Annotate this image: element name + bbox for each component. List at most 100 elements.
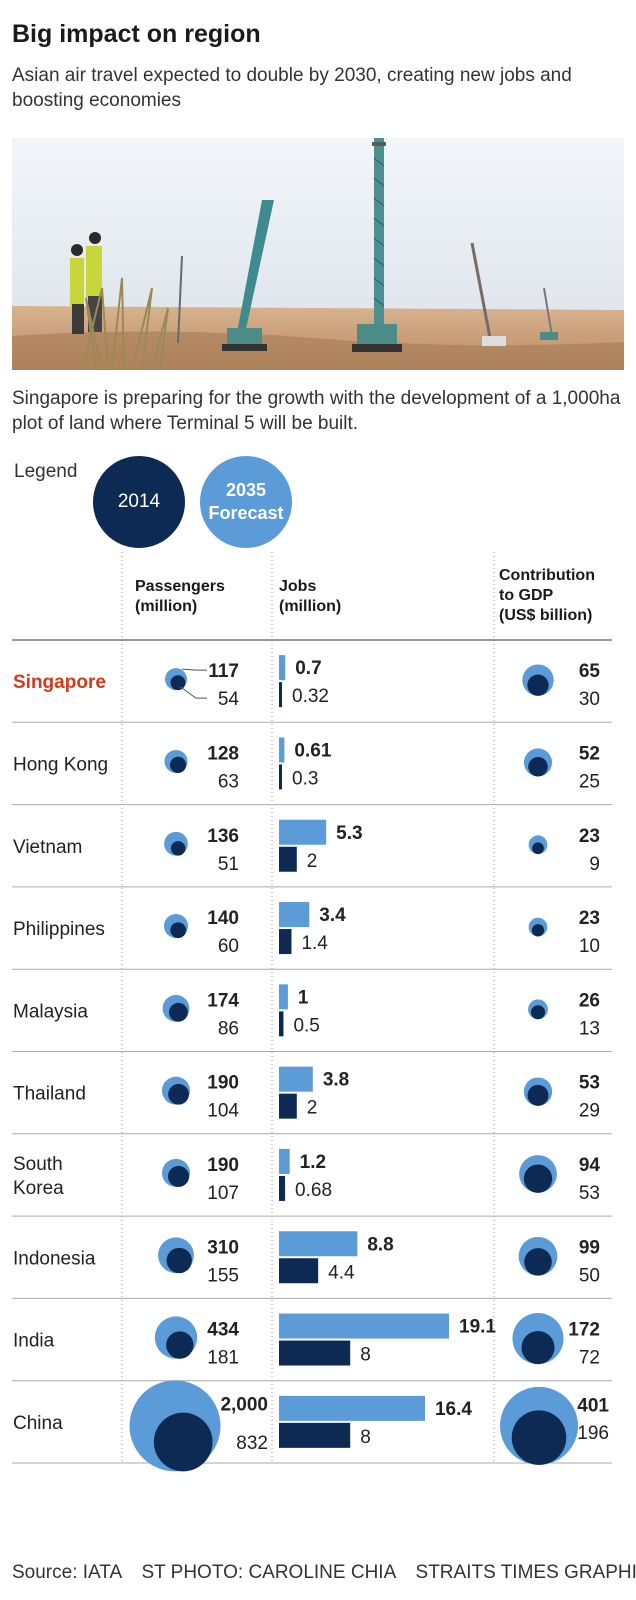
passengers-2014-value: 54 [218,689,240,710]
jobs-header-line-2: (million) [279,598,342,615]
jobs-2014-value: 8 [360,1345,371,1366]
jobs-2014-value: 1.4 [301,933,328,954]
passengers-2014-value: 181 [207,1348,239,1369]
passengers-callout-line [181,668,207,671]
passengers-2035-value: 190 [207,1155,239,1176]
jobs-2035-bar [279,1395,425,1421]
jobs-header-line-1: Jobs [279,578,317,595]
jobs-2035-bar [279,902,310,928]
legend-label: Legend [14,461,78,482]
jobs-2035-bar [279,655,286,681]
gdp-2014-value: 10 [579,936,600,957]
jobs-2014-value: 0.32 [292,686,329,707]
jobs-2035-value: 3.4 [319,905,346,926]
passengers-2035-value: 2,000 [220,1395,268,1416]
gdp-2014-circle [511,1410,567,1465]
jobs-2014-value: 2 [307,1098,318,1119]
jobs-2035-value: 8.8 [367,1234,393,1255]
photo-caption: Singapore is preparing for the growth wi… [12,388,621,434]
passengers-2014-circle [170,922,187,939]
gdp-2014-circle [530,1005,546,1020]
chart-subtitle: Asian air travel expected to double by 2… [12,65,572,111]
gdp-2035-value: 94 [579,1155,601,1176]
gdp-2014-circle [527,1084,549,1106]
gdp-header-line-2: to GDP [499,587,554,604]
construction-site-photo [12,138,624,370]
jobs-2014-value: 0.5 [293,1015,319,1036]
source-line: Source: IATA ST PHOTO: CAROLINE CHIA STR… [12,1562,636,1584]
gdp-2014-value: 29 [579,1101,600,1122]
jobs-2035-value: 5.3 [336,823,362,844]
gdp-header-line-1: Contribution [499,567,595,584]
jobs-2035-value: 3.8 [323,1070,349,1091]
jobs-2014-bar [279,1258,319,1284]
gdp-2035-value: 53 [579,1073,600,1094]
gdp-2014-value: 72 [579,1348,600,1369]
passengers-callout-line [179,686,207,699]
jobs-2035-bar [279,1313,449,1339]
jobs-2035-bar [279,819,327,845]
gdp-2014-value: 30 [579,689,600,710]
country-label: Korea [13,1178,64,1199]
gdp-header: Contribution to GDP (US$ billion) [499,566,595,626]
country-label: Thailand [13,1084,86,1105]
passengers-2035-value: 140 [207,908,239,929]
gdp-2014-circle [528,757,548,777]
jobs-2014-bar [279,1011,284,1037]
gdp-2035-value: 23 [579,826,600,847]
country-label: Singapore [13,672,106,693]
jobs-header: Jobs (million) [279,577,341,617]
jobs-2014-value: 0.68 [295,1180,332,1201]
passengers-2014-value: 86 [218,1018,239,1039]
jobs-2035-value: 0.7 [295,658,321,679]
passengers-2014-value: 107 [207,1183,239,1204]
source-data: Source: IATA [12,1562,123,1583]
passengers-2014-value: 155 [207,1265,239,1286]
gdp-2035-value: 52 [579,743,600,764]
country-label: India [13,1331,55,1352]
passengers-2035-value: 128 [207,743,239,764]
jobs-2035-value: 16.4 [435,1399,472,1420]
chart-title: Big impact on region [12,20,261,48]
gdp-2014-value: 25 [579,771,600,792]
passengers-2014-circle [168,1002,188,1022]
gdp-2014-circle [523,1164,553,1193]
country-label: Philippines [13,919,105,940]
gdp-2014-value: 53 [579,1183,600,1204]
passengers-2014-value: 104 [207,1101,239,1122]
jobs-2035-value: 19.1 [459,1317,496,1338]
jobs-2035-bar [279,737,285,763]
country-label: China [13,1413,63,1434]
country-label: Malaysia [13,1001,88,1022]
country-label: Vietnam [13,837,82,858]
jobs-2014-bar [279,1422,351,1448]
jobs-2035-bar [279,1231,358,1257]
gdp-2035-value: 172 [568,1320,600,1341]
gdp-2035-value: 401 [577,1396,609,1417]
jobs-2014-bar [279,846,297,872]
jobs-2014-value: 0.3 [292,768,318,789]
jobs-2014-bar [279,1175,286,1201]
legend-2014-label: 2014 [117,491,161,512]
legend-2035-circle: 2035 Forecast [200,456,292,548]
jobs-2035-value: 1.2 [300,1152,326,1173]
country-label: South [13,1154,63,1175]
passengers-2014-circle [168,1165,190,1187]
country-label: Hong Kong [13,754,108,775]
passengers-2014-circle [166,1331,194,1359]
passengers-2035-value: 310 [207,1237,239,1258]
passengers-header-line-1: Passengers [135,578,225,595]
source-photo: ST PHOTO: CAROLINE CHIA [141,1562,397,1583]
gdp-2014-circle [527,674,549,696]
legend-2014-circle: 2014 [93,456,185,548]
jobs-2014-value: 4.4 [328,1262,355,1283]
gdp-2014-circle [532,842,544,855]
passengers-2014-circle [168,1083,189,1105]
passengers-2035-value: 136 [207,826,239,847]
source-graphics: STRAITS TIMES GRAPHICS [415,1562,636,1583]
passengers-2014-circle [170,675,186,691]
gdp-header-line-3: (US$ billion) [499,607,593,624]
jobs-2035-bar [279,984,288,1010]
legend-2035-label: 2035 [225,480,267,500]
